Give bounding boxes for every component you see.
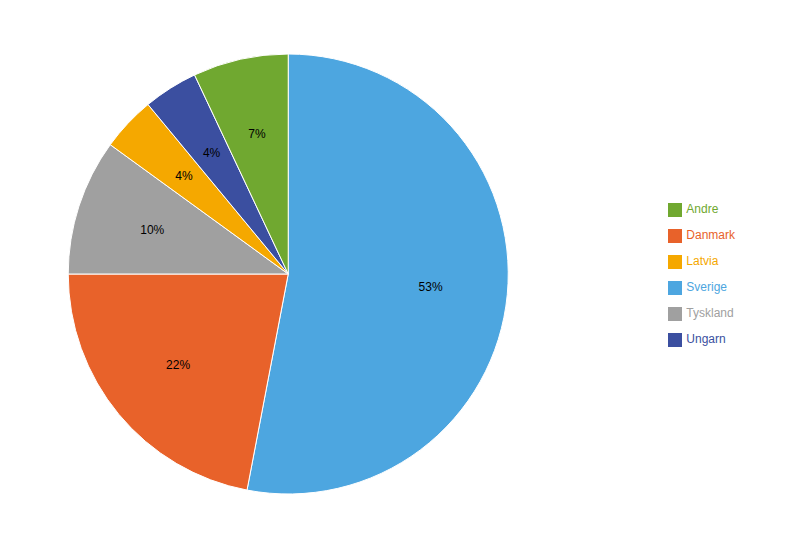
svg-text:53%: 53% <box>419 280 443 294</box>
html-text:Andre: Andre <box>686 202 719 216</box>
html-text:Latvia: Latvia <box>686 254 719 268</box>
html-text:Tyskland: Tyskland <box>686 306 734 320</box>
svg-text:4%: 4% <box>175 169 193 183</box>
html-text:Danmark: Danmark <box>686 228 735 242</box>
svg-text:4%: 4% <box>203 146 221 160</box>
svg-text:10%: 10% <box>140 223 164 237</box>
svg-text:7%: 7% <box>248 127 266 141</box>
html-text:Ungarn: Ungarn <box>686 332 726 346</box>
html-text:Sverige: Sverige <box>686 280 727 294</box>
svg-text:22%: 22% <box>166 358 190 372</box>
